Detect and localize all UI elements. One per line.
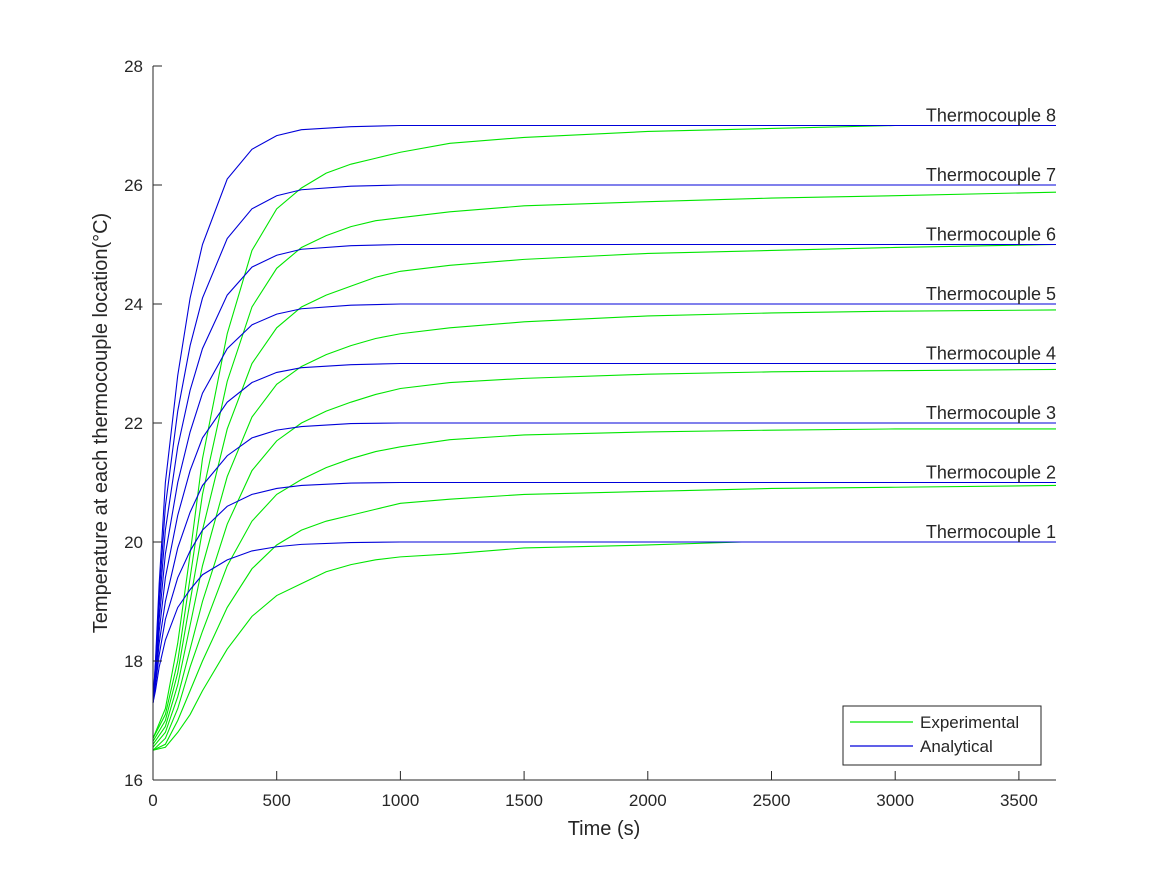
annotation-layer: Thermocouple 1 Thermocouple 2 Thermocouple… [926,106,1056,543]
legend-box [842,705,1042,766]
y-tick-label: 26 [124,176,143,195]
annotation-thermocouple-2: Thermocouple 2 [926,463,1056,483]
ticks-layer: 0 500 1000 1500 2000 2500 3000 3500 16 18 20 22 24 26… [124,57,1038,810]
x-tick-label: 1000 [381,791,419,810]
x-tick-label: 3500 [1000,791,1038,810]
annotation-thermocouple-8: Thermocouple 8 [926,106,1056,126]
legend-label-experimental: Experimental [920,713,1019,732]
experimental-series-tc5 [152,309,1057,745]
x-axis-label: Time (s) [568,818,641,840]
experimental-series-tc8 [152,124,1056,739]
y-tick-label: 16 [124,771,143,790]
analytical-series-tc1 [152,541,1056,703]
y-tick-label: 28 [124,57,143,76]
analytical-series-tc2 [152,481,1056,703]
analytical-series-tc6 [152,243,1056,703]
y-tick-label: 20 [124,533,143,552]
experimental-series-tc7 [152,191,1057,739]
annotation-thermocouple-6: Thermocouple 6 [926,225,1056,245]
annotation-thermocouple-7: Thermocouple 7 [926,165,1056,185]
analytical-series-tc5 [152,303,1056,703]
x-tick-label: 0 [148,791,157,810]
x-tick-label: 2000 [629,791,667,810]
analytical-series-tc7 [152,184,1056,703]
x-tick-label: 1500 [505,791,543,810]
experimental-series-tc4 [152,368,1057,748]
legend-label-analytical: Analytical [920,737,993,756]
annotation-thermocouple-3: Thermocouple 3 [926,403,1056,423]
annotation-thermocouple-1: Thermocouple 1 [926,522,1056,542]
experimental-series-tc3 [152,428,1056,751]
experimental-series-tc2 [152,484,1057,751]
series-layer [152,124,1057,751]
annotation-thermocouple-5: Thermocouple 5 [926,284,1056,304]
experimental-series-tc6 [152,243,1057,742]
y-tick-label: 22 [124,414,143,433]
analytical-series-tc4 [152,362,1056,703]
y-axis-label: Temperature at each thermocouple locatio… [90,213,112,633]
analytical-series-tc8 [152,124,1056,703]
legend: Experimental Analytical [842,705,1042,766]
annotation-thermocouple-4: Thermocouple 4 [926,344,1056,364]
analytical-series-tc3 [152,422,1056,703]
y-tick-label: 18 [124,652,143,671]
y-tick-label: 24 [124,295,143,314]
x-tick-label: 2500 [753,791,791,810]
x-tick-label: 3000 [876,791,914,810]
x-tick-label: 500 [263,791,291,810]
